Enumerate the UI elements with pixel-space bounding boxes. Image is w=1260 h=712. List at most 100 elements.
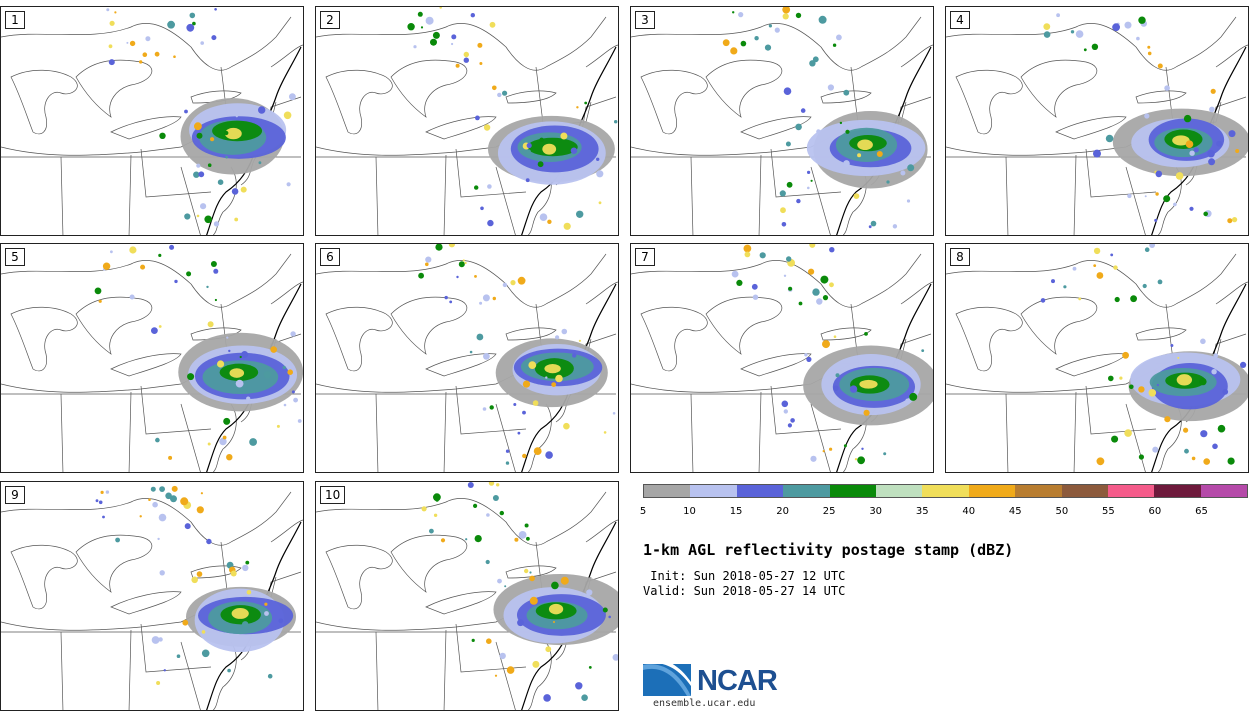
reflectivity-area bbox=[1172, 135, 1190, 146]
reflectivity-cell bbox=[246, 396, 251, 401]
reflectivity-cell bbox=[1154, 218, 1158, 222]
reflectivity-cell bbox=[264, 602, 268, 606]
reflectivity-cell bbox=[832, 43, 837, 47]
map-boundary bbox=[128, 391, 132, 472]
stamp-panel-6: 6 bbox=[315, 243, 619, 473]
reflectivity-cell bbox=[1164, 416, 1171, 423]
map-boundary bbox=[495, 641, 516, 710]
map-boundary bbox=[640, 306, 708, 372]
reflectivity-cell bbox=[497, 92, 502, 98]
reflectivity-cell bbox=[900, 170, 906, 176]
reflectivity-cell bbox=[139, 60, 143, 64]
colorbar-segment bbox=[968, 485, 1016, 497]
reflectivity-cell bbox=[736, 279, 743, 286]
reflectivity-cell bbox=[258, 106, 266, 114]
valid-time: Valid: Sun 2018-05-27 14 UTC bbox=[643, 584, 846, 598]
reflectivity-cell bbox=[526, 174, 530, 178]
logo-url: ensemble.ucar.edu bbox=[653, 698, 756, 709]
map-boundary bbox=[690, 393, 694, 472]
reflectivity-cell bbox=[482, 407, 487, 411]
reflectivity-cell bbox=[759, 252, 766, 259]
reflectivity-cell bbox=[1200, 338, 1206, 345]
reflectivity-cell bbox=[504, 585, 507, 588]
reflectivity-cell bbox=[782, 13, 789, 20]
reflectivity-cell bbox=[174, 279, 178, 284]
map-boundary bbox=[1, 363, 222, 393]
reflectivity-cell bbox=[1216, 140, 1223, 147]
reflectivity-cell bbox=[433, 513, 438, 517]
reflectivity-cell bbox=[1129, 384, 1134, 390]
reflectivity-cell bbox=[207, 163, 212, 167]
stamp-label: 7 bbox=[635, 248, 655, 266]
reflectivity-cell bbox=[1108, 375, 1114, 382]
reflectivity-cell bbox=[1155, 192, 1159, 196]
reflectivity-cell bbox=[155, 437, 160, 443]
reflectivity-cell bbox=[286, 182, 291, 187]
map-boundary bbox=[1020, 296, 1098, 355]
reflectivity-cell bbox=[812, 288, 820, 296]
reflectivity-cell bbox=[545, 646, 552, 653]
reflectivity-cell bbox=[829, 282, 834, 288]
reflectivity-cell bbox=[1173, 202, 1177, 207]
colorbar-tick-label: 40 bbox=[962, 506, 976, 517]
reflectivity-cell bbox=[827, 84, 834, 91]
reflectivity-cell bbox=[1156, 383, 1159, 387]
reflectivity-cell bbox=[526, 149, 531, 154]
reflectivity-cell bbox=[227, 668, 231, 673]
reflectivity-cell bbox=[270, 346, 278, 353]
reflectivity-cell bbox=[1078, 297, 1082, 301]
reflectivity-cell bbox=[783, 409, 788, 414]
reflectivity-cell bbox=[1093, 264, 1097, 267]
reflectivity-cell bbox=[603, 431, 607, 434]
reflectivity-cell bbox=[100, 490, 104, 494]
map-boundary bbox=[495, 403, 516, 472]
stamp-panel-10: 10 bbox=[315, 481, 619, 711]
reflectivity-cell bbox=[158, 253, 162, 257]
reflectivity-cell bbox=[129, 294, 135, 300]
reflectivity-cell bbox=[608, 615, 611, 619]
reflectivity-cell bbox=[506, 666, 515, 674]
map-boundary bbox=[110, 353, 182, 377]
map-boundary bbox=[640, 69, 708, 135]
reflectivity-cell bbox=[496, 483, 500, 487]
reflectivity-cell bbox=[417, 11, 423, 17]
map-boundary bbox=[1, 126, 222, 156]
colorbar-tick-label: 5 bbox=[639, 506, 647, 517]
reflectivity-cell bbox=[1208, 158, 1216, 166]
reflectivity-cell bbox=[783, 87, 792, 95]
stamp-map bbox=[1, 244, 303, 472]
reflectivity-cell bbox=[863, 409, 870, 416]
map-boundary bbox=[325, 306, 393, 372]
reflectivity-cell bbox=[462, 259, 465, 262]
map-boundary bbox=[316, 253, 607, 308]
reflectivity-cell bbox=[488, 482, 495, 486]
reflectivity-cell bbox=[176, 654, 181, 658]
reflectivity-cell bbox=[165, 492, 172, 500]
reflectivity-cell bbox=[474, 535, 482, 543]
reflectivity-cell bbox=[781, 400, 789, 408]
reflectivity-cell bbox=[1056, 13, 1060, 18]
reflectivity-cell bbox=[543, 388, 546, 391]
reflectivity-cell bbox=[522, 453, 527, 459]
reflectivity-cell bbox=[1119, 376, 1123, 380]
reflectivity-cell bbox=[835, 373, 840, 378]
reflectivity-cell bbox=[293, 397, 298, 403]
reflectivity-cell bbox=[480, 206, 484, 211]
reflectivity-cell bbox=[1189, 150, 1195, 156]
reflectivity-cell bbox=[1232, 217, 1238, 223]
reflectivity-cell bbox=[572, 353, 577, 358]
stamp-panel-9: 9 bbox=[0, 481, 304, 711]
reflectivity-cell bbox=[1175, 172, 1184, 180]
reflectivity-cell bbox=[486, 513, 490, 517]
reflectivity-cell bbox=[235, 379, 244, 388]
map-boundary bbox=[1005, 156, 1009, 235]
map-boundary bbox=[425, 591, 497, 615]
reflectivity-cell bbox=[159, 570, 165, 576]
reflectivity-cell bbox=[868, 225, 872, 229]
reflectivity-cell bbox=[497, 578, 502, 584]
reflectivity-cell bbox=[522, 380, 531, 388]
map-boundary bbox=[1125, 166, 1146, 235]
reflectivity-cell bbox=[191, 576, 198, 584]
reflectivity-cell bbox=[499, 652, 506, 660]
map-boundary bbox=[180, 166, 201, 235]
